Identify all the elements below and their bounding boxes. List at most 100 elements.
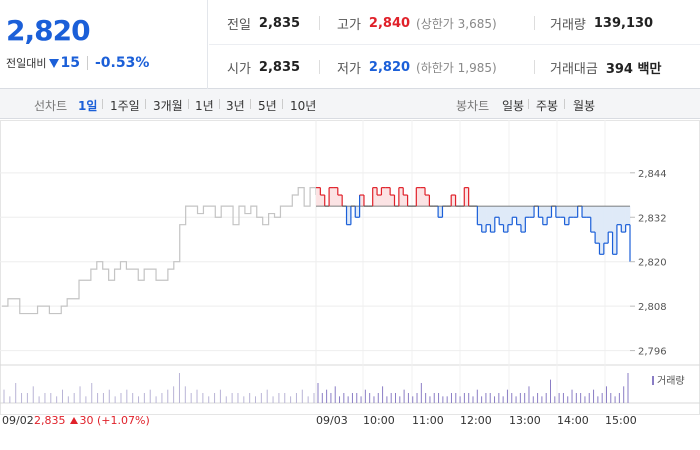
area-segment — [625, 206, 631, 225]
area-segment — [568, 206, 574, 218]
x-label: 15:00 — [605, 414, 637, 427]
area-segment — [337, 195, 343, 207]
change-label: 전일대비 — [6, 57, 47, 70]
area-segment — [377, 195, 382, 207]
area-segment — [403, 195, 408, 207]
change-rate: -0.53% — [94, 55, 150, 71]
area-segment — [538, 206, 544, 218]
today-series — [316, 187, 631, 262]
stat-amount: 거래대금 394 백만 — [550, 57, 661, 77]
stat-value: 2,835 — [258, 59, 301, 75]
prev-day-series — [2, 187, 317, 315]
area-segment — [595, 206, 600, 244]
period-option-1d[interactable]: 1일 — [78, 99, 98, 113]
x-label: 12:00 — [460, 414, 492, 427]
area-segment — [573, 206, 578, 218]
divider — [282, 99, 283, 109]
y-tick-label: 2,844 — [638, 169, 667, 180]
quote-summary: 2,820 전일대비 15 -0.53% 전일 2,835 고가 2,840 (… — [0, 0, 700, 89]
period-option-5y[interactable]: 5년 — [258, 99, 277, 113]
period-option-3m[interactable]: 3개월 — [153, 99, 183, 113]
area-segment — [381, 187, 387, 207]
stat-value: 2,835 — [258, 15, 301, 31]
line-chart-label: 선차트 — [34, 99, 68, 113]
divider — [219, 99, 220, 109]
divider — [145, 99, 146, 109]
area-segment — [316, 187, 321, 207]
divider — [534, 60, 535, 74]
divider — [319, 16, 320, 30]
stat-value: 139,130 — [593, 15, 654, 31]
area-segment — [420, 187, 426, 207]
stat-label: 거래량 — [550, 17, 586, 33]
area-segment — [490, 206, 496, 233]
prev-day-line — [2, 187, 317, 315]
current-price-box: 2,820 전일대비 15 -0.53% — [0, 0, 208, 89]
stat-high: 고가 2,840 (상한가 3,685) — [337, 13, 497, 33]
period-option-1w[interactable]: 1주일 — [110, 99, 140, 113]
x-label: 09/03 — [316, 414, 348, 427]
candle-chart-label: 봉차트 — [456, 99, 490, 113]
period-option-3y[interactable]: 3년 — [226, 99, 245, 113]
change-line: 전일대비 15 -0.53% — [6, 55, 149, 71]
area-segment — [333, 187, 339, 207]
area-segment — [525, 206, 530, 218]
divider — [209, 44, 700, 45]
area-segment — [516, 206, 522, 225]
y-tick-label: 2,796 — [638, 347, 667, 358]
area-segment — [494, 206, 500, 218]
stat-label: 고가 — [337, 17, 361, 33]
y-tick-label: 2,832 — [638, 213, 667, 224]
area-segment — [612, 206, 618, 255]
period-selector: 선차트 1일 1주일 3개월 1년 3년 5년 10년 봉차트 일봉 주봉 월봉 — [0, 89, 700, 119]
candle-option-weekly[interactable]: 주봉 — [536, 99, 559, 113]
area-segment — [608, 206, 613, 233]
current-price: 2,820 — [6, 14, 91, 47]
area-segment — [586, 206, 592, 218]
y-axis: 2,796 2,808 2,820 2,832 2,844 — [630, 169, 667, 358]
period-option-10y[interactable]: 10년 — [290, 99, 317, 113]
stat-value: 394 백만 — [605, 61, 662, 77]
stat-value: 2,840 — [368, 15, 411, 31]
area-segment — [603, 206, 609, 244]
stat-note: (상한가 3,685) — [416, 16, 497, 31]
divider — [188, 99, 189, 109]
area-segment — [329, 187, 334, 207]
stat-volume: 거래량 139,130 — [550, 13, 653, 33]
divider — [564, 99, 565, 109]
volume-bars — [3, 373, 629, 403]
x-label: 10:00 — [363, 414, 395, 427]
area-segment — [390, 195, 395, 207]
price-chart[interactable]: 2,796 2,808 2,820 2,832 2,844 — [0, 120, 700, 415]
area-segment — [547, 206, 552, 218]
stat-value: 2,820 — [368, 59, 411, 75]
area-segment — [438, 206, 443, 218]
area-segment — [486, 206, 491, 225]
divider — [319, 60, 320, 74]
candle-option-daily[interactable]: 일봉 — [502, 99, 525, 113]
stat-label: 전일 — [227, 17, 251, 33]
divider — [86, 56, 88, 70]
area-segment — [372, 187, 378, 207]
candle-option-monthly[interactable]: 월봉 — [573, 99, 596, 113]
area-segment — [621, 206, 626, 233]
divider — [102, 99, 103, 109]
x-label: 13:00 — [509, 414, 541, 427]
stat-label: 시가 — [227, 61, 251, 77]
area-segment — [507, 206, 513, 225]
stat-label: 저가 — [337, 61, 361, 77]
y-tick-label: 2,820 — [638, 258, 667, 269]
x-label: 14:00 — [557, 414, 589, 427]
area-segment — [398, 187, 404, 207]
period-option-1y[interactable]: 1년 — [195, 99, 214, 113]
change-value: 15 — [60, 55, 80, 71]
up-arrow-icon — [69, 417, 78, 424]
divider — [528, 99, 529, 109]
prev-day-summary: 2,835 30 (+1.07%) — [34, 414, 150, 427]
stat-prev-close: 전일 2,835 — [227, 13, 300, 33]
area-segment — [346, 206, 352, 225]
area-segment — [464, 187, 469, 207]
down-arrow-icon — [49, 58, 60, 68]
area-segment — [599, 206, 605, 255]
area-segment — [560, 206, 565, 218]
